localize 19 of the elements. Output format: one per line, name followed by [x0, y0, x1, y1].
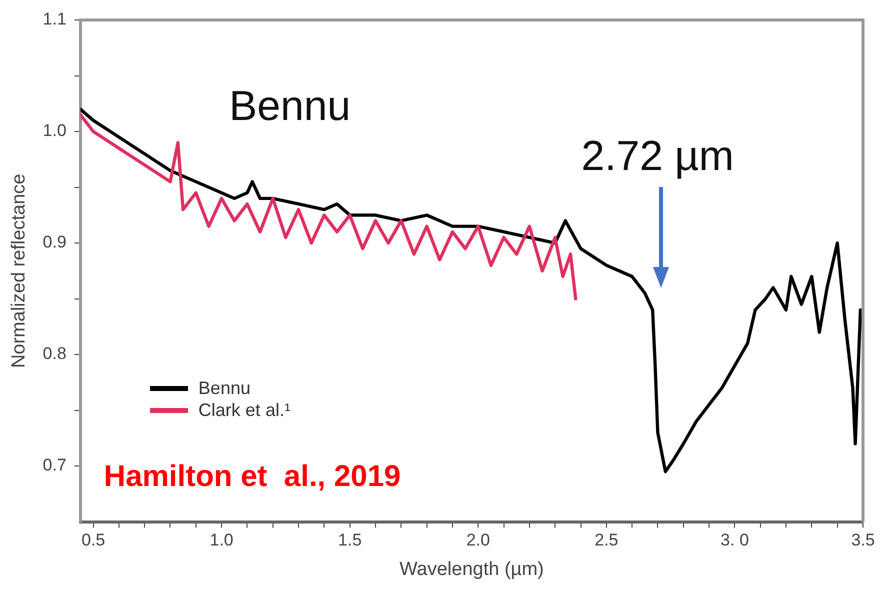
x-tick-label: 3. 0: [720, 530, 749, 550]
x-tick-label: 3.5: [851, 530, 875, 550]
y-tick-label: 1.0: [42, 121, 66, 140]
annotation: 2.72 µm: [581, 132, 734, 180]
x-tick-label: 2.5: [594, 530, 618, 550]
legend-label: Bennu: [198, 378, 250, 400]
x-tick-label: 1.0: [210, 530, 234, 550]
x-tick-label: 2.0: [466, 530, 490, 550]
y-tick-label: 0.7: [42, 456, 66, 475]
annotation: Hamilton et al., 2019: [104, 460, 401, 493]
y-axis-title: Normalized reflectance: [8, 174, 30, 368]
x-tick-label: 1.5: [338, 530, 362, 550]
x-axis-title: Wavelength (µm): [400, 558, 544, 580]
x-tick-label: 0.5: [81, 530, 106, 550]
legend-label: Clark et al.¹: [198, 400, 290, 422]
y-tick-label: 0.8: [42, 344, 66, 364]
y-tick-label: 0.9: [42, 232, 66, 252]
annotation: Bennu: [229, 82, 351, 130]
y-tick-label: 1.1: [42, 10, 66, 29]
